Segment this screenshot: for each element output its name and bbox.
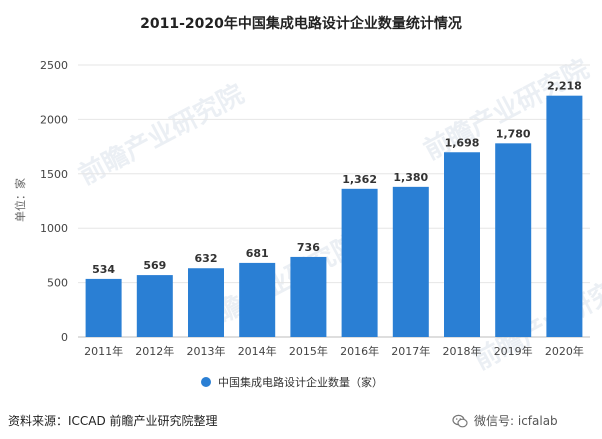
bars: [85, 95, 583, 337]
data-label: 534: [92, 263, 115, 276]
x-tick-label: 2018年: [443, 344, 482, 358]
x-tick-label: 2013年: [187, 344, 226, 358]
data-label: 681: [246, 247, 269, 260]
bar: [136, 275, 173, 337]
y-tick-label: 1500: [40, 168, 68, 181]
x-tick-label: 2011年: [84, 344, 123, 358]
bar: [546, 95, 583, 337]
x-tick-label: 2016年: [340, 344, 379, 358]
x-tick-label: 2019年: [494, 344, 533, 358]
y-tick-label: 2000: [40, 113, 68, 126]
bar: [85, 278, 122, 337]
y-axis-ticks: 0 500 1000 1500 2000 2500: [40, 59, 68, 344]
x-tick-label: 2012年: [135, 344, 174, 358]
data-label: 632: [195, 252, 218, 265]
bar: [341, 188, 378, 337]
chart-title: 2011-2020年中国集成电路设计企业数量统计情况: [140, 15, 462, 32]
y-axis-label: 单位：家: [13, 178, 27, 222]
data-label: 1,780: [496, 127, 531, 140]
legend-marker: [201, 377, 211, 387]
data-labels: 534 569 632 681 736 1,362 1,380 1,698 1,780 2,218: [92, 80, 582, 276]
data-label: 1,698: [445, 136, 480, 149]
bar: [290, 256, 327, 337]
legend: 中国集成电路设计企业数量（家）: [201, 375, 383, 389]
y-tick-label: 0: [61, 331, 68, 344]
x-tick-label: 2015年: [289, 344, 328, 358]
data-label: 1,362: [342, 173, 377, 186]
legend-label: 中国集成电路设计企业数量（家）: [218, 375, 383, 389]
x-axis-ticks: 2011年 2012年 2013年 2014年 2015年 2016年 2017年 2018年…: [84, 344, 584, 358]
bar: [188, 268, 224, 337]
x-tick-label: 2014年: [238, 344, 277, 358]
y-tick-label: 500: [47, 277, 68, 290]
x-tick-label: 2020年: [545, 344, 584, 358]
wechat-label: 微信号: icfalab: [474, 414, 558, 428]
data-label: 569: [143, 259, 166, 272]
y-tick-label: 1000: [40, 222, 68, 235]
y-tick-label: 2500: [40, 59, 68, 72]
data-label: 1,380: [393, 171, 428, 184]
bar: [392, 186, 429, 337]
wechat-id: 微信号: icfalab: [452, 412, 558, 429]
bar: [495, 143, 532, 337]
bar: [444, 152, 480, 337]
data-label: 736: [297, 241, 320, 254]
wechat-icon: [452, 414, 468, 427]
x-tick-label: 2017年: [391, 344, 430, 358]
bar: [239, 262, 276, 337]
data-label: 2,218: [547, 80, 582, 93]
source-note: 资料来源：ICCAD 前瞻产业研究院整理: [8, 414, 218, 428]
